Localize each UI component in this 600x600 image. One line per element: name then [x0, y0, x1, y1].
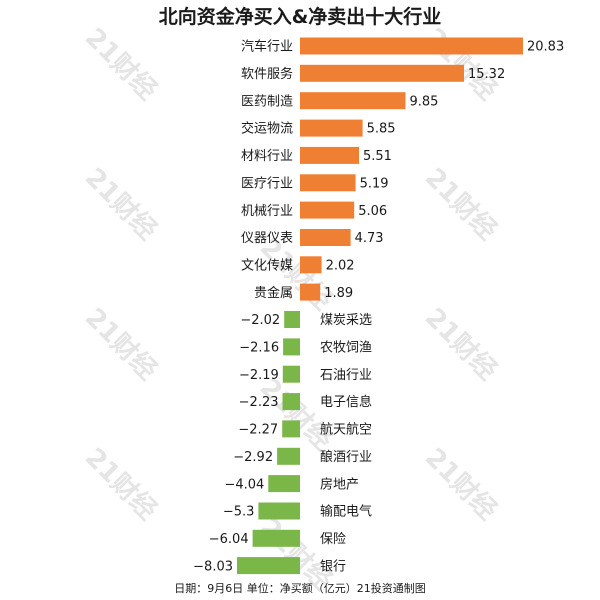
bar-negative — [284, 311, 300, 328]
category-label: 航天航空 — [320, 422, 372, 438]
bar-positive — [300, 119, 363, 137]
category-label: 输配电气 — [320, 504, 372, 520]
bar-positive — [300, 201, 355, 219]
category-label: 材料行业 — [241, 149, 293, 164]
watermark-text: 21财经 — [419, 162, 503, 246]
category-label: 煤炭采选 — [320, 313, 372, 328]
value-label: 5.85 — [367, 122, 396, 137]
value-label: −2.19 — [239, 368, 279, 383]
category-label: 保险 — [320, 532, 346, 547]
watermark-text: 21财经 — [419, 442, 503, 526]
value-label: 1.89 — [324, 286, 353, 301]
category-label: 石油行业 — [320, 368, 372, 383]
bar-positive — [300, 283, 321, 301]
value-label: 2.02 — [326, 259, 355, 274]
labels-layer: 汽车行业 20.83 软件服务 15.32 医药制造 9.85 交运物流 5.85 材料行业 5.… — [193, 39, 564, 575]
category-label: 银行 — [320, 559, 346, 574]
category-label: 酿酒行业 — [320, 449, 372, 465]
bar-positive — [300, 174, 356, 192]
category-label: 交运物流 — [241, 121, 293, 137]
value-label: 5.19 — [360, 176, 389, 191]
category-label: 医药制造 — [241, 94, 293, 109]
bar-negative — [237, 557, 300, 575]
watermark-text: 21财经 — [79, 22, 163, 106]
bar-negative — [282, 420, 300, 438]
value-label: −2.27 — [238, 423, 278, 438]
category-label: 软件服务 — [241, 66, 293, 82]
bar-positive — [300, 256, 322, 274]
bar-negative — [277, 447, 300, 465]
bar-negative — [283, 338, 300, 356]
category-label: 贵金属 — [254, 285, 293, 301]
watermark-text: 21财经 — [79, 162, 163, 246]
value-label: 15.32 — [468, 67, 505, 82]
bar-positive — [300, 92, 406, 110]
bar-negative — [258, 502, 300, 520]
bar-positive — [300, 37, 523, 55]
value-label: 5.06 — [358, 204, 387, 219]
value-label: 4.73 — [355, 231, 384, 246]
value-label: −4.04 — [224, 477, 264, 492]
value-label: −2.02 — [240, 313, 280, 328]
watermark-text: 21财经 — [79, 442, 163, 526]
bar-positive — [300, 64, 464, 82]
value-label: 20.83 — [527, 40, 564, 55]
chart-footnote: 日期：9月6日 单位：净买额（亿元）21投资通制图 — [174, 582, 426, 595]
watermark-text: 21财经 — [79, 302, 163, 386]
watermark-text: 21财经 — [419, 302, 503, 386]
category-label: 医疗行业 — [241, 176, 293, 191]
category-label: 农牧饲渔 — [320, 341, 372, 356]
chart-title: 北向资金净买入&净卖出十大行业 — [158, 6, 442, 28]
value-label: −2.23 — [239, 395, 279, 410]
watermark-text: 21财经 — [254, 372, 338, 456]
value-label: −8.03 — [193, 559, 233, 574]
bar-negative — [252, 529, 300, 547]
bar-negative — [282, 365, 300, 383]
value-label: 9.85 — [410, 94, 439, 109]
bars-layer — [237, 37, 523, 575]
category-label: 文化传媒 — [241, 259, 293, 274]
value-label: −2.16 — [239, 341, 279, 356]
category-label: 电子信息 — [320, 394, 372, 410]
bar-negative — [268, 475, 300, 493]
bar-negative — [282, 393, 300, 411]
category-label: 机械行业 — [241, 204, 293, 219]
value-label: 5.51 — [363, 149, 392, 164]
bar-positive — [300, 146, 359, 164]
category-label: 汽车行业 — [241, 39, 293, 55]
value-label: −6.04 — [209, 532, 249, 547]
category-label: 房地产 — [320, 476, 359, 492]
category-label: 仪器仪表 — [241, 231, 293, 246]
bar-positive — [300, 229, 351, 246]
value-label: −2.92 — [233, 450, 273, 465]
value-label: −5.3 — [223, 505, 255, 520]
